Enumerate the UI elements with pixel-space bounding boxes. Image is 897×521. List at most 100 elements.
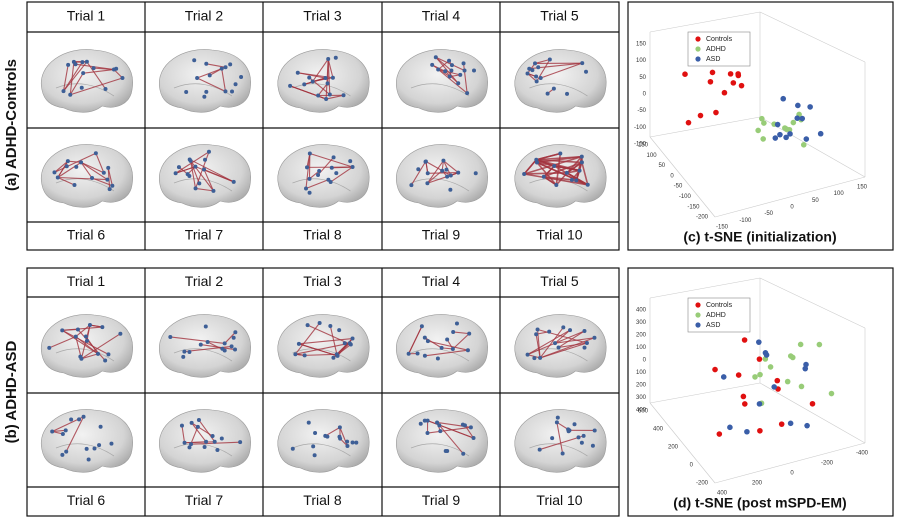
connection [195,187,214,192]
node [75,327,80,332]
node [461,451,466,456]
scatter-point [767,364,774,370]
node [81,414,86,419]
node [238,440,243,445]
connection [524,173,588,186]
scatter-point [794,115,801,121]
trial-label: Trial 10 [536,492,582,508]
x-tick-label: 0 [670,173,674,179]
node [447,58,452,63]
node [290,446,295,451]
node [350,336,355,341]
y-tick-label: -200 [821,461,834,467]
z-tick-label: 400 [636,408,647,414]
node [585,182,590,187]
node [187,350,192,355]
brain-network [514,144,607,208]
node [441,158,446,163]
node [239,75,244,80]
node [63,428,68,433]
z-tick-label: 100 [636,345,647,351]
connection [556,422,564,454]
sulcus [173,178,233,192]
connection [537,328,588,344]
scatter-point [790,119,797,126]
caption: (d) t-SNE (post mSPD-EM) [673,495,846,511]
node [422,353,427,358]
node [579,160,584,165]
node [205,339,210,344]
connection [558,330,585,348]
connection [535,334,541,359]
connection [62,328,78,331]
node [584,341,589,346]
node [425,339,430,344]
node [307,75,312,80]
node [120,76,125,81]
connection [536,161,589,186]
connection [203,169,214,192]
node [465,348,470,353]
node [84,446,89,451]
connection [305,179,329,189]
node [193,164,198,169]
node [47,345,52,350]
y-tick-label: -150 [716,225,729,231]
node [81,71,86,76]
node [168,334,173,339]
node [345,439,350,444]
connection [453,331,470,335]
node [98,424,103,429]
sulcus [55,348,115,362]
node [437,423,442,428]
legend-swatch [695,56,701,62]
scatter-point [771,384,777,390]
scatter-point [774,121,781,128]
scatter-point [772,135,779,141]
connection [438,68,461,76]
trial-label: Trial 5 [540,273,579,289]
node [525,352,530,357]
row-label: (a) ADHD-Controls [3,59,20,191]
node [547,329,552,334]
node [345,444,350,449]
node [187,173,192,178]
connection [65,416,85,452]
connection [463,63,468,94]
node [229,344,234,349]
z-tick-label: -100 [634,125,647,131]
node [448,173,453,178]
connection [444,70,459,84]
trial-label: Trial 3 [303,273,342,289]
scatter-point [712,366,718,373]
node [552,164,557,169]
node [533,61,538,66]
y-tick-label: -50 [764,211,773,217]
node [192,58,197,63]
scatter-point [735,372,742,378]
connection [298,343,338,357]
scatter-point [755,127,761,134]
brain-network [395,144,488,208]
brain-network [158,314,251,378]
scatter-point [787,420,794,427]
node [68,92,73,97]
node [288,83,293,88]
brain-network [40,409,133,473]
connection [80,161,105,174]
node [307,190,312,195]
node [329,165,334,170]
node [222,341,227,346]
trial-label: Trial 9 [422,492,461,508]
legend-label: ADHD [706,312,726,319]
node [419,324,424,329]
node [87,323,92,328]
x-tick-label: 50 [658,163,665,169]
node [350,440,355,445]
connection [181,425,186,443]
sulcus [173,443,233,457]
brain-network [514,49,607,113]
connection [175,151,210,174]
trial-label: Trial 10 [536,227,582,243]
